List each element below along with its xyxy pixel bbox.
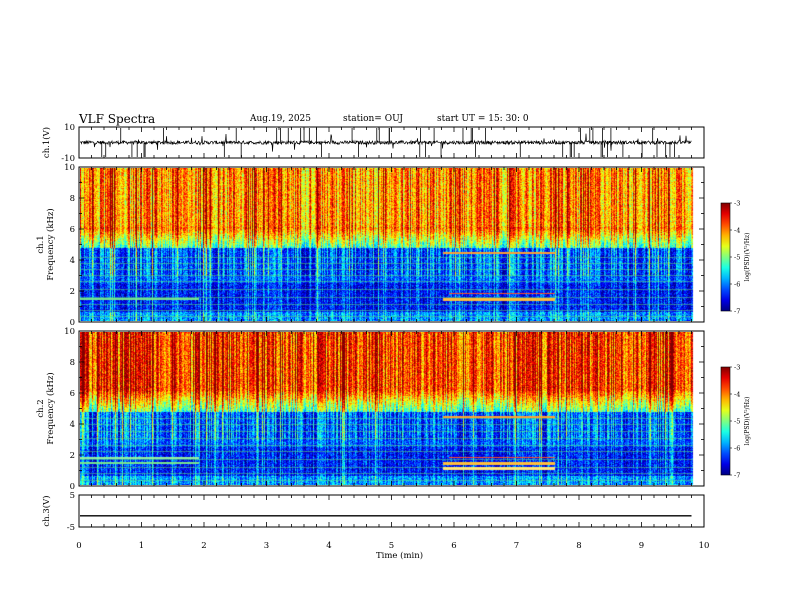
ch2-spectrogram-colorbar-label: log(PSD)(V²/Hz)	[744, 397, 751, 446]
colorbar-tick-label: -3	[734, 200, 740, 208]
colorbar-tick-label: -5	[734, 418, 740, 426]
ch2-spectrogram-ylabel: Frequency (kHz)	[45, 372, 56, 444]
y-tick-label: 8	[70, 358, 75, 368]
x-tick-label: 0	[76, 541, 81, 551]
colorbar-tick-label: -3	[734, 364, 740, 372]
ch1-waveform-ylabel: ch.1(V)	[41, 127, 52, 158]
colorbar-tick-label: -7	[734, 472, 740, 480]
x-tick-label: 5	[389, 541, 394, 551]
ch1-spectrogram-image	[80, 168, 703, 321]
x-tick-label: 8	[576, 541, 581, 551]
y-tick-label: 0	[70, 318, 75, 328]
x-tick-label: 6	[451, 541, 456, 551]
y-tick-label: 6	[70, 389, 75, 399]
colorbar-tick-label: -6	[734, 281, 740, 289]
x-tick-label: 4	[326, 541, 331, 551]
x-tick-label: 1	[139, 541, 144, 551]
y-tick-label: 4	[70, 420, 75, 430]
ch2-spectrogram-image	[80, 332, 703, 485]
figure-title: VLF Spectra	[79, 112, 156, 126]
colorbar-tick-label: -4	[734, 391, 740, 399]
colorbar-tick-label: -6	[734, 445, 740, 453]
y-tick-label: 2	[70, 287, 75, 297]
y-tick-label: 4	[70, 256, 75, 266]
ch1-spectrogram-colorbar-label: log(PSD)(V²/Hz)	[744, 233, 751, 282]
colorbar-tick-label: -7	[734, 308, 740, 316]
date-label: Aug.19, 2025	[250, 114, 311, 124]
y-tick-label: -5	[67, 523, 75, 533]
station-label: station= OUJ	[343, 114, 404, 124]
ch1-spectrogram-channel-label: ch.1	[36, 235, 46, 253]
ch1-spectrogram-ylabel: Frequency (kHz)	[45, 208, 56, 280]
y-tick-label: 6	[70, 225, 75, 235]
ch1-waveform-trace	[80, 133, 692, 152]
x-tick-label: 3	[264, 541, 269, 551]
ch2-spectrogram-colorbar	[720, 366, 731, 476]
ch2-spectrogram-channel-label: ch.2	[36, 399, 46, 417]
start-time-label: start UT = 15: 30: 0	[437, 114, 529, 124]
x-tick-label: 9	[639, 541, 644, 551]
y-tick-label: 10	[64, 163, 75, 173]
x-tick-label: 2	[201, 541, 206, 551]
y-tick-label: 8	[70, 194, 75, 204]
y-tick-label: 2	[70, 451, 75, 461]
y-tick-label: 10	[64, 327, 75, 337]
y-tick-label: 5	[70, 491, 75, 501]
x-axis-label: Time (min)	[376, 550, 423, 561]
ch3-waveform-ylabel: ch.3(V)	[41, 495, 52, 526]
y-tick-label: -10	[61, 154, 75, 164]
y-tick-label: 0	[70, 482, 75, 492]
ch1-spectrogram-colorbar	[720, 202, 731, 312]
y-tick-label: 10	[64, 123, 75, 133]
x-tick-label: 7	[514, 541, 519, 551]
colorbar-tick-label: -5	[734, 254, 740, 262]
colorbar-tick-label: -4	[734, 227, 740, 235]
x-tick-label: 10	[699, 541, 710, 551]
